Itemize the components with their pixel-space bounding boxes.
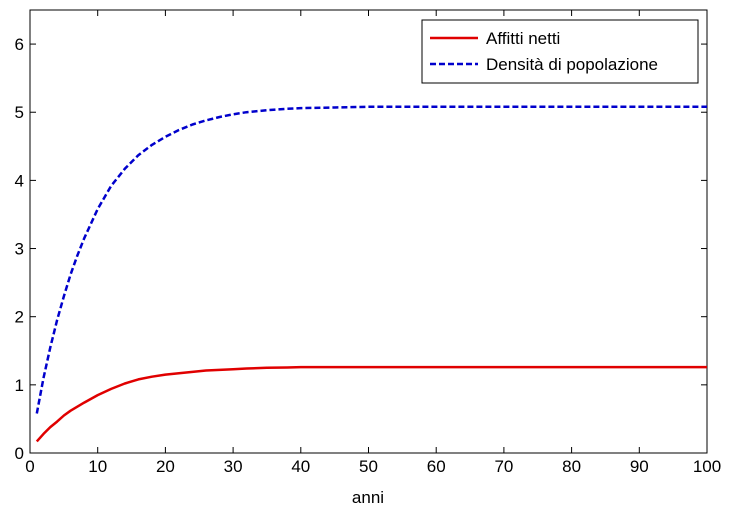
y-tick-label: 6 bbox=[15, 35, 24, 54]
x-axis-title: anni bbox=[352, 488, 384, 507]
x-tick-label: 20 bbox=[156, 457, 175, 476]
y-tick-label: 1 bbox=[15, 376, 24, 395]
legend-label-1: Affitti netti bbox=[486, 29, 560, 48]
y-tick-label: 4 bbox=[15, 171, 24, 190]
legend-label-2: Densità di popolazione bbox=[486, 55, 658, 74]
x-tick-label: 60 bbox=[427, 457, 446, 476]
axis-ticks: 0 10 20 30 40 50 60 70 80 90 100 0 1 2 3 4 5 6 bbox=[15, 10, 721, 476]
y-tick-label: 5 bbox=[15, 103, 24, 122]
x-tick-label: 40 bbox=[291, 457, 310, 476]
legend-box bbox=[421, 19, 699, 84]
x-tick-label: 10 bbox=[88, 457, 107, 476]
y-tick-label: 3 bbox=[15, 240, 24, 259]
series-line-1 bbox=[35, 365, 707, 443]
legend: Affitti netti Densità di popolazione bbox=[421, 19, 699, 84]
x-tick-label: 30 bbox=[224, 457, 243, 476]
x-tick-label: 50 bbox=[359, 457, 378, 476]
x-tick-label: 100 bbox=[693, 457, 721, 476]
x-tick-label: 90 bbox=[630, 457, 649, 476]
series-line-2 bbox=[35, 105, 707, 414]
x-tick-label: 0 bbox=[25, 457, 34, 476]
y-tick-label: 0 bbox=[15, 444, 24, 463]
x-tick-label: 80 bbox=[562, 457, 581, 476]
y-tick-label: 2 bbox=[15, 308, 24, 327]
x-tick-label: 70 bbox=[494, 457, 513, 476]
series-layer bbox=[35, 105, 707, 443]
